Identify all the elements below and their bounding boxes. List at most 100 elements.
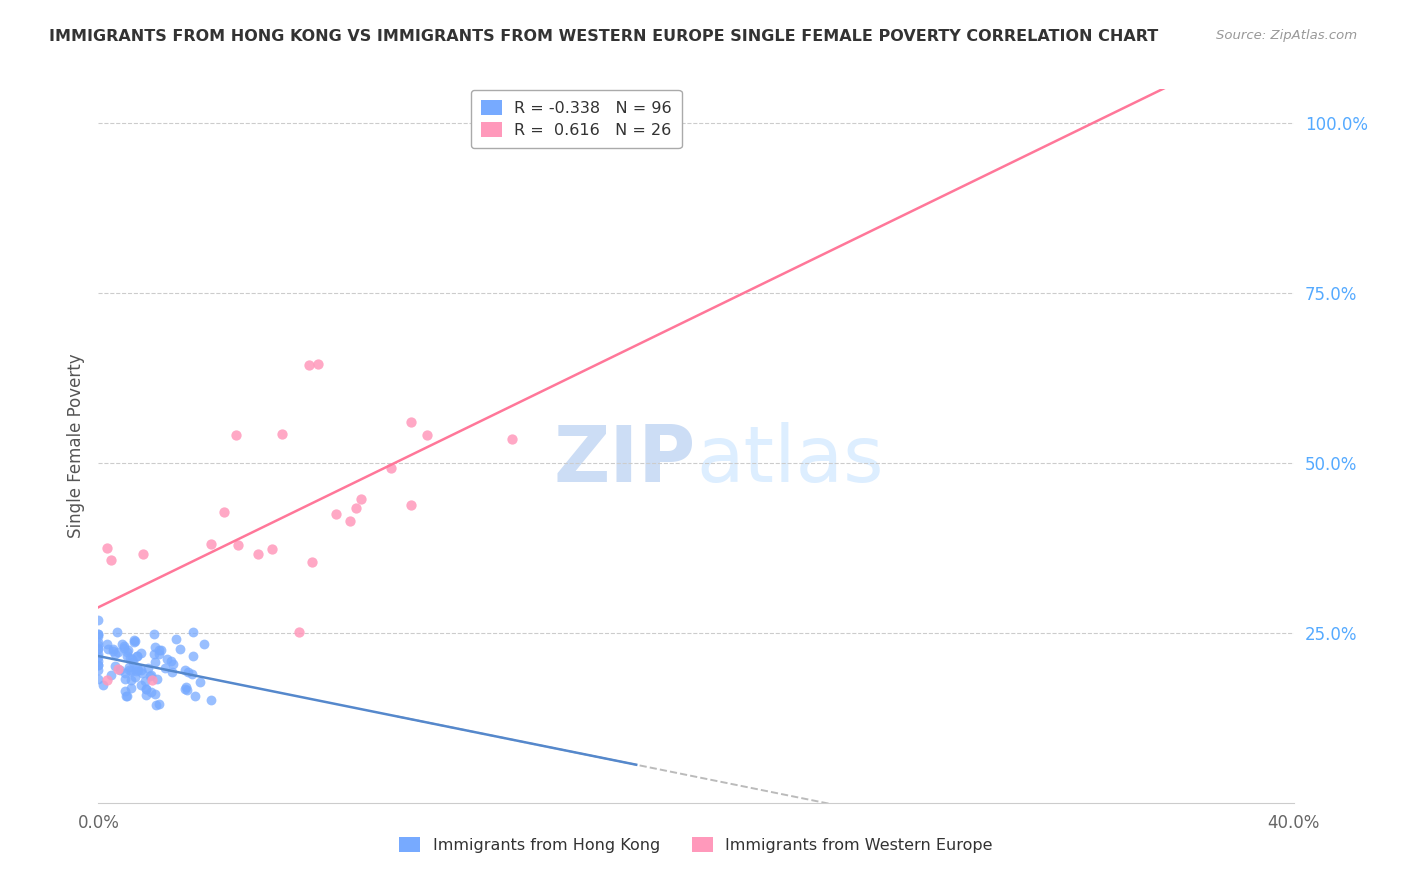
Point	[87, 658, 110, 673]
Point	[105, 624, 128, 639]
Point	[120, 681, 142, 695]
Point	[96, 541, 118, 556]
Point	[176, 682, 198, 697]
Point	[399, 415, 422, 429]
Point	[193, 637, 215, 651]
Point	[166, 632, 188, 646]
Point	[298, 358, 321, 372]
Point	[114, 666, 136, 681]
Point	[101, 644, 124, 658]
Point	[225, 428, 247, 442]
Point	[212, 505, 235, 519]
Point	[120, 665, 142, 679]
Point	[100, 667, 122, 681]
Point	[246, 548, 269, 562]
Point	[96, 673, 118, 688]
Point	[380, 461, 402, 475]
Point	[135, 688, 157, 702]
Point	[87, 634, 110, 648]
Point	[270, 426, 292, 441]
Point	[143, 687, 166, 701]
Point	[87, 626, 110, 640]
Point	[107, 662, 129, 676]
Point	[87, 627, 110, 641]
Point	[188, 674, 211, 689]
Point	[176, 665, 198, 679]
Point	[101, 642, 124, 657]
Point	[416, 427, 439, 442]
Text: atlas: atlas	[696, 422, 883, 499]
Point	[184, 690, 207, 704]
Point	[125, 664, 148, 678]
Point	[339, 514, 361, 528]
Point	[200, 537, 222, 551]
Point	[148, 697, 170, 711]
Point	[118, 660, 141, 674]
Point	[104, 647, 127, 661]
Point	[125, 661, 148, 675]
Point	[141, 673, 163, 688]
Point	[100, 553, 122, 567]
Point	[153, 660, 176, 674]
Point	[159, 654, 181, 668]
Point	[162, 657, 184, 671]
Point	[117, 645, 139, 659]
Point	[97, 642, 120, 657]
Point	[131, 647, 153, 661]
Point	[173, 681, 195, 696]
Point	[108, 663, 131, 677]
Point	[142, 647, 165, 661]
Point	[176, 680, 198, 694]
Point	[124, 634, 146, 648]
Text: ZIP: ZIP	[554, 422, 696, 499]
Point	[121, 652, 143, 666]
Point	[307, 357, 329, 371]
Point	[122, 635, 145, 649]
Point	[150, 643, 173, 657]
Point	[145, 640, 167, 654]
Legend: Immigrants from Hong Kong, Immigrants from Western Europe: Immigrants from Hong Kong, Immigrants fr…	[392, 830, 1000, 859]
Point	[146, 672, 169, 686]
Point	[156, 652, 179, 666]
Text: IMMIGRANTS FROM HONG KONG VS IMMIGRANTS FROM WESTERN EUROPE SINGLE FEMALE POVERT: IMMIGRANTS FROM HONG KONG VS IMMIGRANTS …	[49, 29, 1159, 44]
Point	[134, 673, 156, 688]
Point	[96, 637, 118, 651]
Y-axis label: Single Female Poverty: Single Female Poverty	[66, 354, 84, 538]
Point	[117, 643, 139, 657]
Point	[118, 664, 141, 678]
Point	[174, 663, 197, 677]
Point	[112, 639, 135, 653]
Point	[115, 690, 138, 704]
Point	[115, 689, 138, 703]
Point	[131, 665, 153, 680]
Point	[160, 665, 183, 680]
Point	[200, 693, 222, 707]
Point	[87, 672, 110, 686]
Point	[181, 649, 204, 664]
Point	[139, 669, 162, 683]
Point	[135, 681, 157, 696]
Point	[127, 663, 149, 677]
Point	[180, 667, 202, 681]
Point	[87, 642, 110, 657]
Point	[129, 663, 152, 677]
Point	[346, 500, 368, 515]
Point	[87, 638, 110, 652]
Point	[142, 627, 165, 641]
Point	[87, 658, 110, 673]
Point	[104, 658, 127, 673]
Point	[260, 541, 283, 556]
Point	[139, 668, 162, 682]
Point	[287, 625, 309, 640]
Point	[181, 624, 204, 639]
Point	[124, 670, 146, 684]
Point	[87, 663, 110, 677]
Point	[87, 647, 110, 661]
Point	[143, 655, 166, 669]
Point	[135, 682, 157, 697]
Point	[111, 637, 134, 651]
Point	[132, 547, 155, 561]
Point	[87, 613, 110, 627]
Point	[228, 538, 250, 552]
Point	[301, 555, 323, 569]
